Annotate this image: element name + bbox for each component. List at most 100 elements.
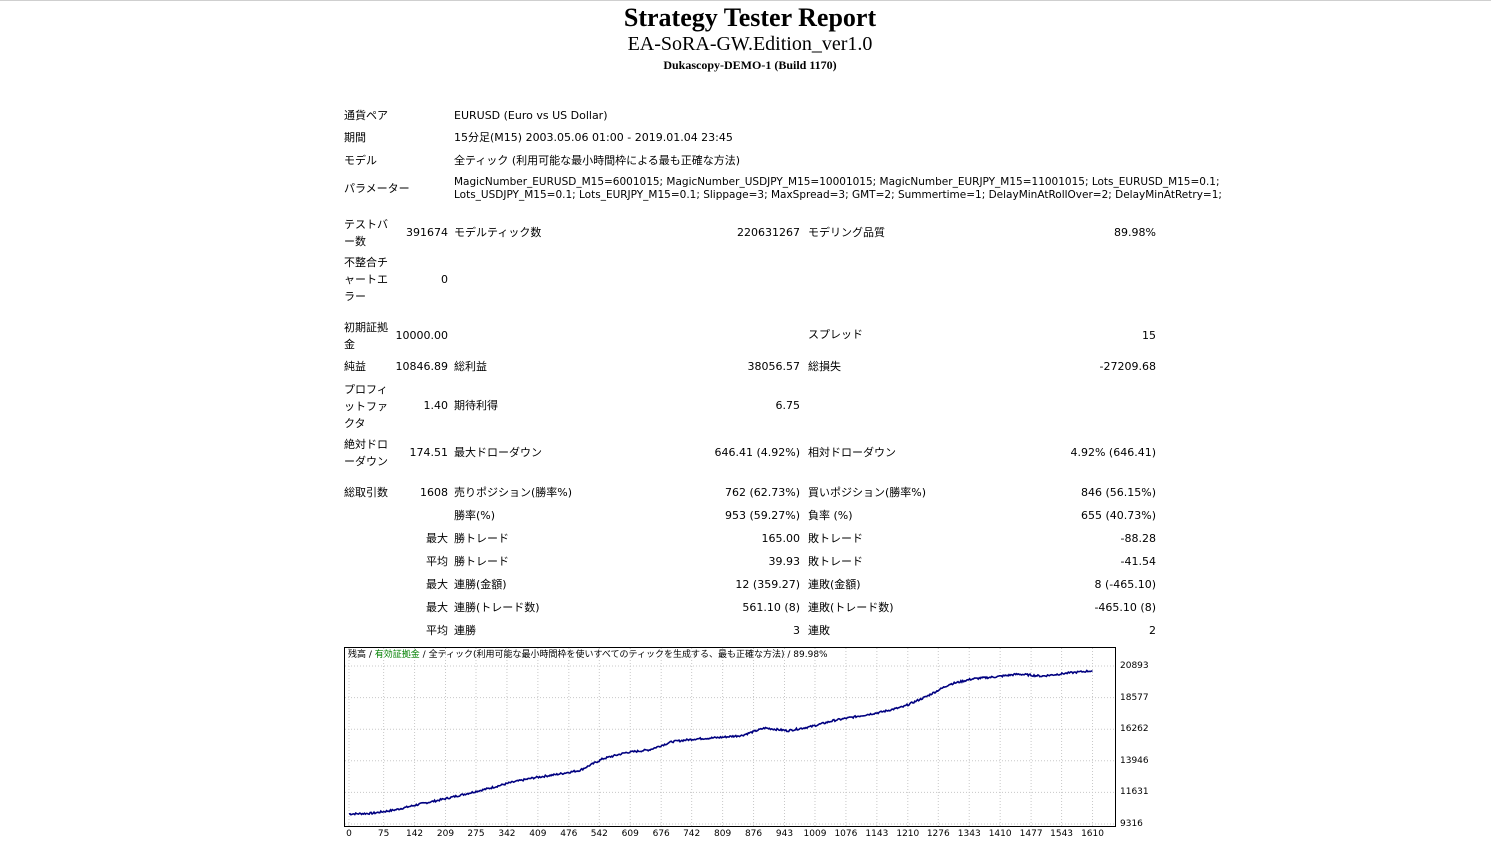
- symbol-value: EURUSD (Euro vs US Dollar): [454, 109, 608, 122]
- largest-loss-value: -88.28: [1120, 532, 1156, 545]
- symbol-label: 通貨ペア: [344, 109, 388, 122]
- largest-win-value: 165.00: [761, 532, 801, 545]
- x-tick-label: 1543: [1050, 829, 1074, 839]
- avg-loss-value: -41.54: [1120, 555, 1156, 568]
- cons-loss-money-value: 8 (-465.10): [1094, 578, 1156, 591]
- largest-win-label: 勝トレード: [454, 532, 509, 545]
- legend-equity: 有効証拠金: [374, 650, 420, 660]
- x-tick-label: 1410: [988, 829, 1012, 839]
- spread-label: スプレッド: [808, 328, 863, 341]
- balance-line: [348, 669, 1093, 816]
- model-value: 全ティック (利用可能な最小時間枠による最も正確な方法): [454, 154, 741, 167]
- largest-loss-label: 敗トレード: [808, 532, 863, 545]
- deposit-value: 10000.00: [395, 329, 449, 342]
- pf-label: プロフィットファクタ: [344, 383, 388, 430]
- legend-separator: /: [419, 650, 429, 660]
- max-cons-money-row-label: 最大: [426, 578, 448, 591]
- chart-legend: 残高 / 有効証拠金 / 全ティック(利用可能な最小時間枠を使いすべてのティック…: [348, 650, 828, 660]
- top-border: [0, 0, 1491, 1]
- x-tick-label: 742: [683, 829, 701, 839]
- expected-label: 期待利得: [454, 399, 498, 412]
- quality-value: 89.98%: [1114, 226, 1156, 239]
- legend-model: 全ティック(利用可能な最小時間枠を使いすべてのティックを生成する、最も正確な方法…: [428, 650, 785, 660]
- avg-cons-loss-label: 連敗: [808, 624, 830, 637]
- cons-loss-count-value: -465.10 (8): [1094, 601, 1156, 614]
- y-tick-label: 16262: [1120, 724, 1149, 735]
- mismatch-value: 0: [441, 273, 448, 286]
- x-tick-label: 1477: [1019, 829, 1043, 839]
- mismatch-label: 不整合チャートエラー: [344, 256, 388, 303]
- y-tick-label: 18577: [1120, 692, 1149, 703]
- x-tick-label: 1009: [803, 829, 827, 839]
- x-tick-label: 1276: [926, 829, 950, 839]
- avg-win-value: 39.93: [768, 555, 801, 568]
- abs-dd-value: 174.51: [409, 446, 449, 459]
- total-trades-value: 1608: [420, 486, 448, 499]
- avg-cons-win-label: 連勝: [454, 624, 476, 637]
- cons-wins-count-value: 561.10 (8): [742, 601, 800, 614]
- cons-wins-count-label: 連勝(トレード数): [454, 601, 540, 614]
- gross-loss-label: 総損失: [808, 360, 841, 373]
- y-tick-label: 13946: [1120, 755, 1149, 766]
- gross-profit-value: 38056.57: [747, 360, 801, 373]
- x-tick-label: 342: [498, 829, 516, 839]
- x-tick-label: 0: [346, 829, 352, 839]
- y-tick-label: 11631: [1120, 787, 1149, 798]
- params-line2: Lots_USDJPY_M15=0.1; Lots_EURJPY_M15=0.1…: [454, 189, 1222, 201]
- y-tick-label: 20893: [1120, 661, 1149, 671]
- x-tick-label: 1210: [896, 829, 920, 839]
- x-tick-label: 1343: [957, 829, 981, 839]
- avg-cons-win-value: 3: [793, 624, 800, 637]
- x-tick-label: 609: [621, 829, 639, 839]
- cons-wins-money-value: 12 (359.27): [735, 578, 800, 591]
- win-rate-label: 勝率(%): [454, 509, 496, 522]
- x-tick-label: 75: [377, 829, 390, 839]
- max-dd-label: 最大ドローダウン: [454, 446, 542, 459]
- period-label: 期間: [344, 131, 366, 144]
- x-tick-label: 943: [775, 829, 794, 839]
- avg-loss-label: 敗トレード: [808, 555, 863, 568]
- cons-wins-money-label: 連勝(金額): [454, 578, 507, 591]
- server-name: Dukascopy-DEMO-1 (Build 1170): [663, 58, 837, 72]
- legend-separator: /: [366, 650, 375, 660]
- short-label: 売りポジション(勝率%): [454, 486, 573, 499]
- quality-label: モデリング品質: [808, 226, 885, 239]
- x-tick-label: 409: [529, 829, 547, 839]
- loss-rate-value: 655 (40.73%): [1080, 509, 1156, 522]
- bars-label: テストバー数: [344, 218, 388, 248]
- pf-value: 1.40: [423, 399, 449, 412]
- gross-profit-label: 総利益: [454, 360, 487, 373]
- legend-quality: 89.98%: [793, 650, 828, 660]
- total-trades-label: 総取引数: [344, 486, 388, 499]
- x-tick-label: 1610: [1081, 829, 1104, 839]
- x-tick-label: 476: [560, 829, 578, 839]
- largest-row-label: 最大: [426, 532, 448, 545]
- max-dd-value: 646.41 (4.92%): [714, 446, 800, 459]
- balance-chart-plot: [345, 648, 1115, 826]
- balance-chart: [344, 647, 1116, 827]
- spread-value: 15: [1142, 329, 1156, 342]
- long-label: 買いポジション(勝率%): [808, 486, 927, 499]
- x-tick-label: 542: [590, 829, 608, 839]
- net-value: 10846.89: [395, 360, 449, 373]
- net-label: 純益: [344, 360, 366, 373]
- x-tick-label: 275: [467, 829, 485, 839]
- avg-cons-row-label: 平均: [426, 624, 448, 637]
- gross-loss-value: -27209.68: [1099, 360, 1156, 373]
- loss-rate-label: 負率 (%): [808, 509, 853, 522]
- x-tick-label: 876: [744, 829, 763, 839]
- params-label: パラメーター: [344, 182, 410, 195]
- rel-dd-value: 4.92% (646.41): [1070, 446, 1156, 459]
- x-tick-label: 1143: [865, 829, 889, 839]
- x-tick-label: 809: [714, 829, 732, 839]
- legend-balance: 残高: [348, 650, 367, 660]
- avg-win-label: 勝トレード: [454, 555, 509, 568]
- model-label: モデル: [344, 154, 377, 167]
- average-row-label: 平均: [426, 555, 448, 568]
- long-value: 846 (56.15%): [1080, 486, 1156, 499]
- expected-value: 6.75: [775, 399, 801, 412]
- max-cons-count-row-label: 最大: [426, 601, 448, 614]
- short-value: 762 (62.73%): [724, 486, 800, 499]
- cons-loss-money-label: 連敗(金額): [808, 578, 861, 591]
- x-tick-label: 1076: [834, 829, 858, 839]
